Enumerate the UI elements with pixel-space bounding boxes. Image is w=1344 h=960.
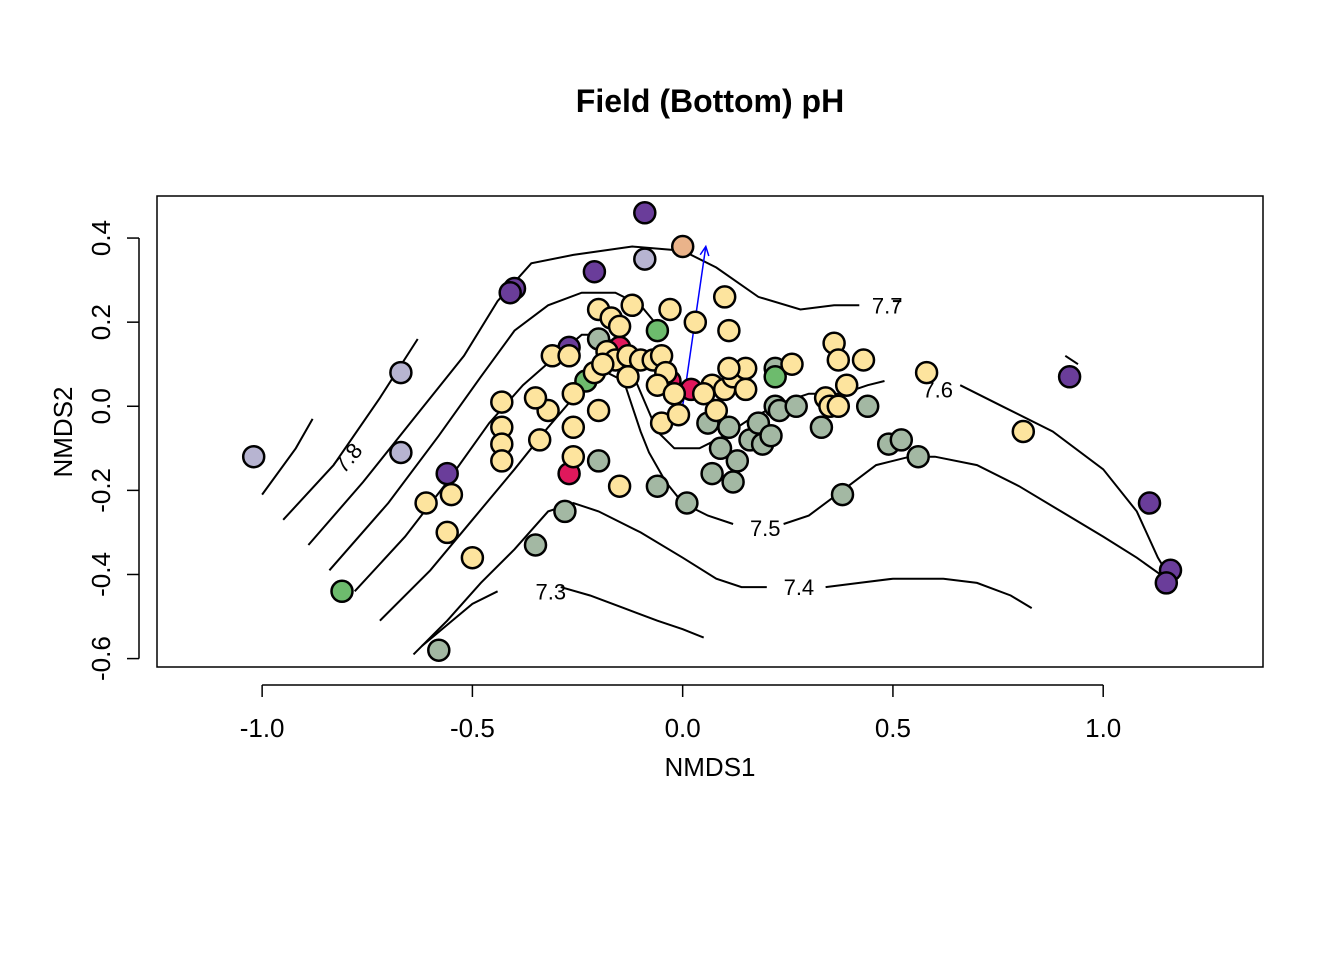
x-tick-label: 0.0 [665,713,701,743]
point-yellow [718,320,739,341]
point-sage [525,535,546,556]
point-yellow [525,387,546,408]
point-yellow [416,493,437,514]
contour-line [561,587,704,638]
point-yellow [828,396,849,417]
point-yellow [588,400,609,421]
point-yellow [916,362,937,383]
point-purple [437,463,458,484]
point-sage [761,425,782,446]
point-sage [891,429,912,450]
point-yellow [491,450,512,471]
x-axis: -1.0 -0.5 0.0 0.5 1.0 [240,685,1122,743]
point-yellow [828,350,849,371]
contour-label: 7.5 [750,516,781,541]
y-tick-label: -0.4 [86,552,116,597]
contour-line [422,591,498,646]
x-tick-label: 0.5 [875,713,911,743]
point-sage [908,446,929,467]
y-tick-label: 0.4 [86,220,116,256]
contour-label: 7.4 [784,575,815,600]
point-sage [702,463,723,484]
y-tick-label: 0.0 [86,388,116,424]
point-yellow [609,316,630,337]
point-purple [1156,572,1177,593]
point-sage [588,450,609,471]
point-yellow [660,299,681,320]
x-tick-label: -1.0 [240,713,285,743]
contour-line [960,385,1170,579]
point-yellow [529,429,550,450]
point-yellow [462,547,483,568]
contour-line [262,419,313,495]
y-tick-label: -0.2 [86,468,116,513]
point-sage [832,484,853,505]
contour-label: 7.7 [872,293,903,318]
point-sage [786,396,807,417]
point-peach [672,236,693,257]
point-yellow [491,392,512,413]
y-tick-label: -0.6 [86,636,116,681]
point-yellow [685,312,706,333]
point-purple [1139,493,1160,514]
point-yellow [559,345,580,366]
point-sage [428,640,449,661]
x-tick-label: -0.5 [450,713,495,743]
point-lavender [634,249,655,270]
point-yellow [563,417,584,438]
point-yellow [735,379,756,400]
point-yellow [1013,421,1034,442]
point-yellow [609,476,630,497]
point-sage [676,493,697,514]
point-yellow [563,446,584,467]
point-green [647,320,668,341]
chart-title: Field (Bottom) pH [576,83,844,119]
point-lavender [390,362,411,383]
point-yellow [664,383,685,404]
point-sage [727,450,748,471]
point-purple [1059,366,1080,387]
point-purple [500,282,521,303]
y-tick-label: 0.2 [86,304,116,340]
point-yellow [668,404,689,425]
contour-label: 7.3 [535,579,566,604]
point-yellow [563,383,584,404]
point-sage [811,417,832,438]
point-yellow [718,358,739,379]
point-yellow [782,354,803,375]
y-axis-label: NMDS2 [48,386,78,477]
point-yellow [437,522,458,543]
point-yellow [622,295,643,316]
point-yellow [706,400,727,421]
contour-line [1065,356,1078,364]
point-sage [857,396,878,417]
contour-labels: 7.87.77.67.57.47.3 [329,293,953,604]
point-lavender [243,446,264,467]
contour-label: 7.8 [329,438,368,478]
point-yellow [714,286,735,307]
point-yellow [618,366,639,387]
point-lavender [390,442,411,463]
y-axis: -0.6 -0.4 -0.2 0.0 0.2 0.4 [86,220,139,681]
point-yellow [441,484,462,505]
point-purple [634,202,655,223]
point-purple [584,261,605,282]
point-yellow [853,350,874,371]
point-sage [723,472,744,493]
point-yellow [592,354,613,375]
contour-line [826,579,1032,608]
x-axis-label: NMDS1 [664,752,755,782]
data-points [243,202,1181,660]
point-sage [554,501,575,522]
point-sage [647,476,668,497]
x-tick-label: 1.0 [1085,713,1121,743]
point-yellow [836,375,857,396]
point-green [332,581,353,602]
